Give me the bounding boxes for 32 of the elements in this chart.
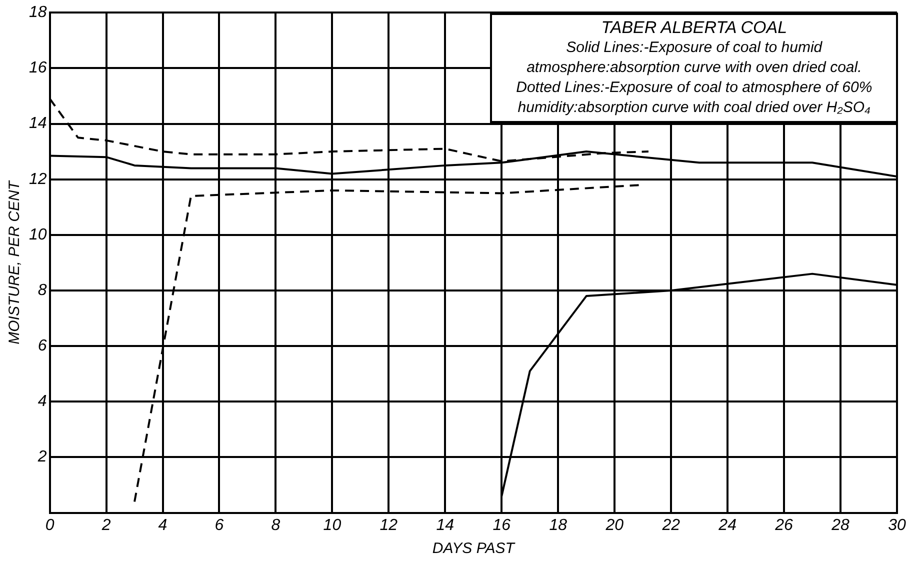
x-tick-label: 30: [888, 516, 906, 534]
y-tick-label: 12: [29, 170, 47, 188]
x-tick-label: 22: [661, 516, 680, 534]
x-tick-label: 20: [604, 516, 624, 534]
x-tick-label: 24: [718, 516, 737, 534]
y-tick-label: 10: [29, 226, 47, 244]
annotation: atmosphere:absorption curve with oven dried coal.: [526, 58, 863, 78]
x-tick-label: 0: [45, 516, 54, 534]
y-tick-label: 18: [29, 4, 47, 22]
x-tick-label: 4: [158, 516, 168, 534]
annotation: Solid Lines:-Exposure of coal to humid: [565, 38, 824, 58]
x-tick-label: 26: [774, 516, 794, 534]
chart-title: TABER ALBERTA COAL: [600, 18, 788, 38]
y-axis-title: MOISTURE, PER CENT: [6, 179, 24, 344]
annotation: Dotted Lines:-Exposure of coal to atmosphere of 60%: [515, 78, 874, 98]
y-tick-label: 6: [38, 338, 47, 355]
x-tick-label: 10: [323, 516, 342, 534]
x-tick-label: 14: [436, 516, 454, 534]
x-tick-label: 6: [214, 516, 224, 534]
x-tick-label: 16: [492, 516, 511, 534]
x-tick-label: 28: [830, 516, 850, 534]
annotation: humidity:absorption curve with coal dried over H₂SO₄: [516, 98, 872, 118]
x-tick-label: 8: [271, 516, 280, 534]
y-tick-label: 8: [38, 282, 47, 299]
y-tick-label: 2: [36, 448, 47, 466]
x-tick-label: 2: [100, 516, 111, 534]
y-tick-label: 4: [38, 393, 47, 410]
y-tick-label: 14: [29, 115, 47, 132]
x-tick-label: 12: [380, 516, 398, 534]
y-tick-label: 16: [29, 60, 47, 77]
x-axis-title: DAYS PAST: [432, 540, 516, 558]
x-tick-label: 18: [549, 516, 568, 534]
